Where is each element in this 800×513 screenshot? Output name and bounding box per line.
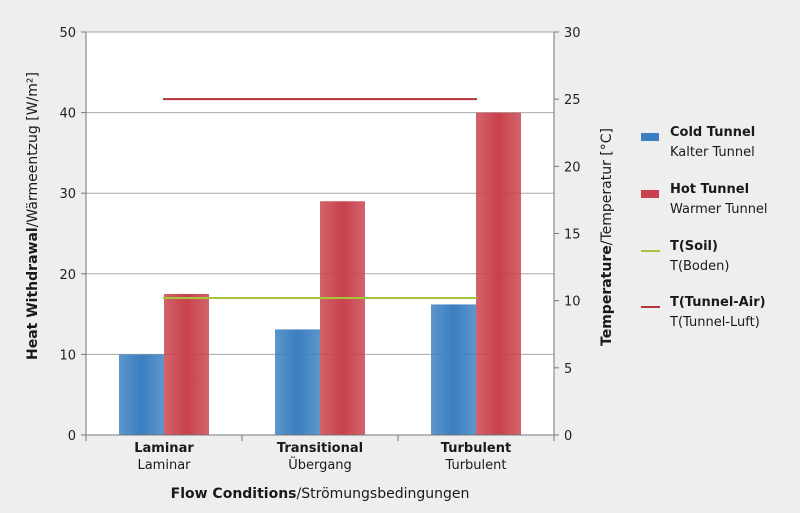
legend-label: T(Tunnel-Air) [670,295,766,310]
legend-label: Hot Tunnel [670,182,749,197]
category-label: Laminar [134,441,194,456]
left-axis-ticks: 0 10 20 30 40 50 [59,26,86,444]
left-tick-label: 50 [59,26,76,41]
right-tick-label: 25 [564,93,581,108]
bar-hot-tunnel [164,293,209,435]
legend-label-secondary: T(Boden) [669,259,729,274]
category-label-secondary: Laminar [137,458,191,473]
right-tick-label: 5 [564,362,572,377]
left-axis-label: Heat Withdrawal/Wärmeentzug [W/m²] [25,72,41,360]
right-tick-label: 20 [564,160,581,175]
bars [119,112,521,435]
right-tick-label: 0 [564,429,572,444]
left-tick-label: 10 [59,348,76,363]
legend-label: T(Soil) [670,239,718,254]
category-label-secondary: Übergang [288,456,352,473]
left-tick-label: 0 [68,429,76,444]
right-tick-label: 15 [564,228,581,243]
legend: Cold Tunnel Kalter Tunnel Hot Tunnel Warmer… [641,125,768,330]
legend-label-secondary: T(Tunnel-Luft) [669,315,760,330]
bar-cold-tunnel [119,354,164,435]
bar-hot-tunnel [476,112,521,435]
category-label-secondary: Turbulent [445,458,507,473]
x-axis-label: Flow Conditions/Strömungsbedingungen [171,486,470,502]
bar-cold-tunnel [431,304,476,435]
right-tick-label: 30 [564,26,581,41]
bar-cold-tunnel [275,329,320,435]
category-label: Transitional [277,441,363,456]
legend-label: Cold Tunnel [670,125,755,140]
category-label: Turbulent [441,441,511,456]
left-tick-label: 40 [59,107,76,122]
bar-hot-tunnel [320,201,365,435]
legend-label-secondary: Warmer Tunnel [670,202,768,217]
legend-swatch [641,133,659,141]
legend-label-secondary: Kalter Tunnel [670,145,755,160]
left-tick-label: 30 [59,187,76,202]
left-tick-label: 20 [59,268,76,283]
temperature-lines [163,98,477,299]
right-axis-ticks: 0 5 10 15 20 25 30 [554,26,581,444]
legend-swatch [641,190,659,198]
right-tick-label: 10 [564,295,581,310]
right-axis-label: Temperature/Temperatur [°C] [599,128,615,346]
